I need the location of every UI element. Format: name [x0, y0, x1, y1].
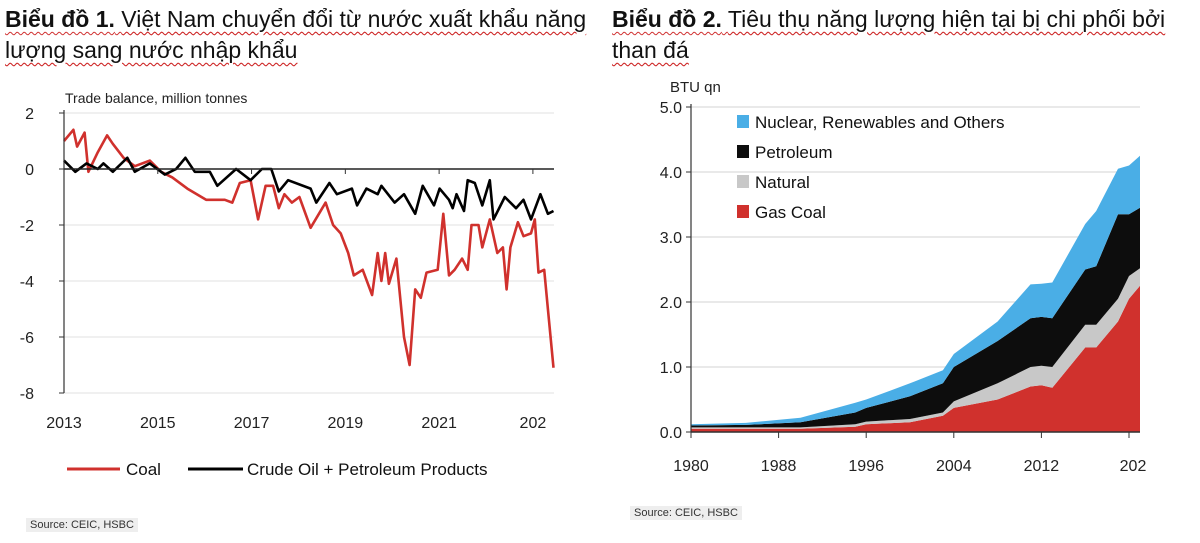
y-tick-label: -4 — [20, 274, 34, 291]
series-line-crude-oil — [63, 156, 555, 221]
y-tick-label: 2.0 — [660, 295, 682, 312]
chart2-title-prefix: Biểu đồ 2. — [612, 6, 722, 32]
legend-swatch — [737, 145, 749, 158]
x-tick-label: 2013 — [46, 415, 82, 432]
chart1: Trade balance, million tonnes 2 0 -2 -4 -6 -8… — [20, 90, 555, 479]
legend-label: Nuclear, Renewables and Others — [755, 113, 1004, 132]
x-tick-label: 1980 — [673, 458, 709, 475]
x-tick-label: 2019 — [328, 415, 364, 432]
x-tick-label: 1988 — [761, 458, 797, 475]
chart2-ylabel: BTU qn — [670, 79, 721, 96]
x-tick-label: 2021 — [421, 415, 457, 432]
y-tick-label: 4.0 — [660, 165, 682, 182]
chart2-legend: Nuclear, Renewables and Others Petroleum N… — [737, 113, 1004, 222]
y-tick-label: -6 — [20, 330, 34, 347]
chart1-title-prefix: Biểu đồ 1. — [5, 6, 115, 32]
y-tick-label: -2 — [20, 218, 34, 235]
x-tick-label: 2012 — [1024, 458, 1060, 475]
y-tick-label: 5.0 — [660, 100, 682, 117]
series-line-coal — [63, 128, 555, 368]
y-tick-label: 3.0 — [660, 230, 682, 247]
chart2-title: Biểu đồ 2. Tiêu thụ năng lượng hiện tại … — [612, 4, 1200, 66]
x-tick-label: 2017 — [234, 415, 270, 432]
y-tick-label: 1.0 — [660, 360, 682, 377]
legend-label: Petroleum — [755, 143, 832, 162]
x-tick-label: 202 — [1120, 458, 1147, 475]
y-tick-label: 0 — [25, 162, 34, 179]
chart1-legend: Coal Crude Oil + Petroleum Products — [67, 460, 487, 479]
y-tick-label: 2 — [25, 106, 34, 123]
legend-label-crude-oil: Crude Oil + Petroleum Products — [247, 460, 487, 479]
area-gas-coal — [691, 285, 1140, 432]
legend-swatch — [737, 175, 749, 188]
chart2-source: Source: CEIC, HSBC — [630, 506, 742, 520]
y-tick-label: 0.0 — [660, 425, 682, 442]
area-nuclear-renewables-and-others — [691, 155, 1140, 426]
x-tick-label: 1996 — [848, 458, 884, 475]
y-tick-label: -8 — [20, 386, 34, 403]
x-tick-label: 202 — [520, 415, 547, 432]
chart2-title-text: Tiêu thụ năng lượng hiện tại bị chi phối… — [612, 6, 1166, 63]
x-tick-label: 2015 — [140, 415, 176, 432]
x-tick-label: 2004 — [936, 458, 972, 475]
chart1-title: Biểu đồ 1. Việt Nam chuyển đổi từ nước x… — [5, 4, 595, 66]
chart2: BTU qn 5.0 4.0 3.0 2.0 1.0 0.0 1980 1988 1996 200… — [660, 79, 1147, 475]
legend-swatch — [737, 115, 749, 128]
legend-label-coal: Coal — [126, 460, 161, 479]
legend-label: Natural — [755, 173, 810, 192]
legend-label: Gas Coal — [755, 203, 826, 222]
chart1-ylabel: Trade balance, million tonnes — [65, 90, 247, 106]
chart1-title-text: Việt Nam chuyển đổi từ nước xuất khẩu nă… — [5, 6, 587, 63]
legend-swatch — [737, 205, 749, 218]
chart1-source: Source: CEIC, HSBC — [26, 518, 138, 532]
